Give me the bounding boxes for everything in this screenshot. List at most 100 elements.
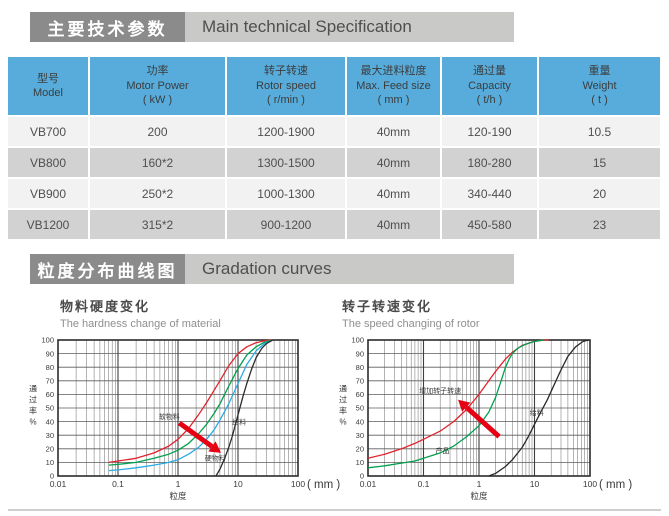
y-axis-label-char: 通	[29, 384, 37, 394]
section-title-en: Gradation curves	[185, 254, 514, 284]
section-title-zh: 主要技术参数	[30, 12, 185, 42]
x-tick-label: 0.1	[418, 479, 430, 489]
curve-hard-material	[108, 339, 274, 472]
column-unit: ( t )	[591, 94, 608, 107]
column-label-en: Capacity	[468, 79, 511, 92]
table-cell-capacity: 180-280	[442, 148, 537, 177]
x-tick-label: 100	[583, 479, 597, 489]
x-tick-label: 0.01	[50, 479, 67, 489]
column-label-en: Motor Power	[126, 79, 189, 92]
curve-feed	[215, 339, 274, 477]
column-label-zh: 功率	[146, 65, 169, 78]
table-cell-model: VB900	[8, 179, 88, 208]
x-unit-label: ( mm )	[599, 479, 632, 491]
column-label-en: Rotor speed	[256, 79, 316, 92]
section-header-main-specification: 主要技术参数 Main technical Specification	[30, 12, 514, 42]
column-label-zh: 最大进料粒度	[360, 65, 427, 78]
chart-title-en: The speed changing of rotor	[342, 318, 480, 330]
column-unit: ( t/h )	[476, 94, 503, 107]
y-tick-label: 50	[46, 404, 54, 413]
table-header-cell-capacity: 通过量 Capacity ( t/h )	[442, 57, 537, 115]
y-tick-label: 10	[46, 458, 54, 467]
chart-title-zh: 转子转速变化	[342, 299, 433, 314]
y-tick-label: 20	[46, 445, 54, 454]
curve-soft-material	[108, 339, 273, 464]
y-tick-label: 80	[356, 363, 364, 372]
x-tick-label: 0.01	[360, 479, 377, 489]
y-tick-label: 40	[356, 417, 364, 426]
section-title-zh: 粒度分布曲线图	[30, 254, 185, 284]
y-tick-label: 50	[356, 404, 364, 413]
section-title-en: Main technical Specification	[185, 12, 514, 42]
y-tick-label: 80	[46, 363, 54, 372]
trend-arrow-shaft	[464, 405, 501, 439]
y-tick-label: 90	[356, 349, 364, 358]
y-axis-label-char: 通	[339, 384, 347, 394]
x-tick-label: 10	[233, 479, 243, 489]
y-tick-label: 20	[356, 445, 364, 454]
table-header-cell-max-feed-size: 最大进料粒度 Max. Feed size ( mm )	[347, 57, 440, 115]
table-header-cell-weight: 重量 Weight ( t )	[539, 57, 660, 115]
table-header-cell-model: 型号 Model	[8, 57, 88, 115]
curve-product	[367, 339, 545, 469]
section-header-gradation-curves: 粒度分布曲线图 Gradation curves	[30, 254, 514, 284]
trend-arrow-head	[208, 441, 221, 453]
y-tick-label: 100	[41, 336, 54, 345]
chart-title-en: The hardness change of material	[60, 318, 221, 330]
y-tick-label: 10	[356, 458, 364, 467]
plot-border	[367, 339, 591, 477]
y-tick-label: 40	[46, 417, 54, 426]
y-tick-label: 0	[360, 472, 364, 481]
column-unit: ( r/min )	[267, 94, 305, 107]
y-tick-label: 60	[46, 390, 54, 399]
x-axis-label: 粒度	[470, 491, 488, 501]
curve-annotation: 增加转子转速	[419, 386, 461, 395]
table-cell-rotor-speed: 1000-1300	[227, 179, 345, 208]
table-cell-rotor-speed: 1200-1900	[227, 117, 345, 146]
curve-annotation: 硬物料	[205, 453, 226, 462]
curve-feed	[488, 339, 589, 477]
x-tick-label: 100	[291, 479, 305, 489]
table-cell-model: VB700	[8, 117, 88, 146]
y-tick-label: 0	[50, 472, 54, 481]
trend-arrow-head	[458, 399, 471, 412]
table-cell-power: 315*2	[90, 210, 225, 239]
table-cell-power: 160*2	[90, 148, 225, 177]
curve-annotation: 给料	[232, 417, 246, 426]
column-label-zh: 型号	[37, 72, 59, 85]
trend-arrow-shaft	[177, 420, 214, 449]
curve-medium-material	[108, 339, 273, 466]
table-cell-capacity: 340-440	[442, 179, 537, 208]
table-header-cell-motor-power: 功率 Motor Power ( kW )	[90, 57, 225, 115]
column-unit: ( kW )	[142, 94, 173, 107]
table-cell-feed-size: 40mm	[347, 117, 440, 146]
y-axis-label-char: 率	[339, 406, 347, 416]
table-cell-feed-size: 40mm	[347, 179, 440, 208]
table-cell-model: VB800	[8, 148, 88, 177]
table-cell-rotor-speed: 900-1200	[227, 210, 345, 239]
y-axis-label-char: %	[339, 418, 346, 427]
column-label-zh: 转子转速	[264, 65, 308, 78]
plot-border	[57, 339, 299, 477]
table-cell-model: VB1200	[8, 210, 88, 239]
column-label-en: Model	[33, 87, 63, 99]
x-tick-label: 10	[530, 479, 540, 489]
y-tick-label: 70	[356, 377, 364, 386]
table-header-cell-rotor-speed: 转子转速 Rotor speed ( r/min )	[227, 57, 345, 115]
y-tick-label: 90	[46, 349, 54, 358]
chart-title-zh: 物料硬度变化	[60, 299, 151, 314]
x-tick-label: 0.1	[112, 479, 124, 489]
table-cell-capacity: 450-580	[442, 210, 537, 239]
column-unit: ( mm )	[377, 94, 410, 107]
table-cell-feed-size: 40mm	[347, 210, 440, 239]
column-label-zh: 通过量	[473, 65, 506, 78]
y-axis-label-char: 过	[29, 395, 37, 405]
table-cell-weight: 23	[539, 210, 660, 239]
curve-high-speed	[367, 339, 549, 459]
y-tick-label: 30	[356, 431, 364, 440]
curve-annotation: 给料	[530, 408, 544, 417]
table-cell-feed-size: 40mm	[347, 148, 440, 177]
